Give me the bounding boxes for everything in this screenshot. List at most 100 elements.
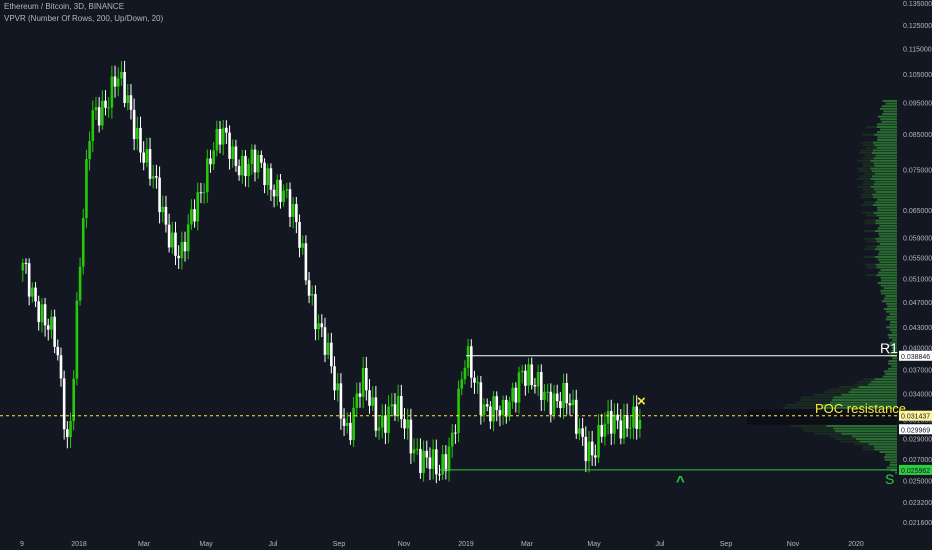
volume-profile-bar	[885, 310, 897, 313]
volume-profile-bar	[876, 245, 897, 248]
candle-body	[333, 366, 336, 391]
candle-body	[571, 399, 575, 406]
time-tick-label: 2020	[848, 541, 864, 548]
volume-profile-bar	[801, 396, 834, 399]
volume-profile-bar	[877, 209, 897, 212]
candle-body	[205, 158, 209, 193]
volume-profile-bar	[880, 289, 897, 292]
volume-profile-bar	[850, 388, 897, 391]
volume-profile-bar	[874, 230, 897, 232]
volume-profile-bar	[885, 453, 897, 456]
candle-body	[495, 396, 499, 411]
candle-body	[237, 165, 241, 176]
price-tick-label: 0.043000	[903, 325, 932, 332]
candle-body	[457, 388, 460, 433]
volume-profile-bar	[884, 297, 897, 300]
candle-body	[361, 368, 365, 397]
volume-profile-bar	[826, 425, 897, 427]
candle-body	[247, 163, 250, 177]
candle-body	[295, 204, 298, 223]
candle-body	[600, 424, 604, 437]
candle-body	[250, 149, 254, 164]
candle-body	[380, 415, 384, 428]
candle-body	[193, 209, 196, 222]
candle-body	[66, 429, 69, 438]
volume-profile-bar	[872, 141, 897, 144]
candle-body	[400, 395, 403, 420]
volume-profile-bar	[866, 126, 877, 128]
candle-body	[517, 372, 521, 403]
time-scale[interactable]: 9 2018 Mar May Jul Sep Nov 2019 Mar May Jul Sep Nov 2…	[20, 541, 864, 548]
candle-body	[161, 206, 165, 213]
volume-profile-bar	[875, 219, 897, 222]
candle-body	[196, 192, 200, 222]
volume-profile-bar	[822, 404, 897, 407]
volume-profile-bar	[879, 250, 897, 253]
volume-profile-bar	[860, 141, 873, 144]
volume-profile-bar	[871, 152, 897, 154]
volume-profile-bar	[879, 107, 897, 110]
volume-profile-bar	[878, 232, 897, 235]
candle-body	[101, 100, 104, 126]
volume-profile-bar	[801, 427, 834, 430]
candle-body	[603, 423, 607, 437]
volume-profile	[747, 100, 897, 474]
volume-profile-bar	[891, 331, 897, 334]
candle-body	[609, 411, 613, 434]
candle-body	[390, 404, 394, 407]
volume-profile-bar	[863, 165, 875, 167]
volume-profile-bar	[874, 378, 897, 381]
candle-body	[34, 287, 37, 302]
volume-profile-bar	[882, 105, 897, 108]
candle-body	[594, 455, 597, 458]
candle-body	[85, 159, 88, 219]
candle-body	[301, 243, 305, 248]
volume-profile-bar	[887, 305, 897, 308]
volume-profile-bar	[875, 263, 897, 266]
candle-body	[441, 454, 444, 475]
volume-profile-bar	[889, 464, 897, 466]
candle-body	[371, 397, 374, 406]
level-lines	[0, 355, 897, 471]
candle-body	[88, 141, 91, 160]
candle-body	[530, 364, 534, 386]
candle-body	[263, 162, 266, 186]
candle-body	[107, 107, 110, 109]
volume-profile-bar	[873, 445, 897, 448]
candle-body	[202, 192, 206, 194]
volume-profile-bar	[872, 149, 897, 152]
candle-body	[533, 385, 537, 387]
candle-body	[355, 393, 359, 408]
volume-profile-bar	[872, 204, 897, 206]
volume-profile-bar	[790, 425, 827, 427]
time-tick-label: Sep	[720, 541, 733, 548]
volume-profile-bar	[870, 178, 897, 180]
volume-profile-bar	[889, 341, 897, 344]
volume-profile-bar	[883, 287, 897, 290]
volume-profile-bar	[883, 370, 897, 373]
volume-profile-bar	[862, 183, 874, 186]
candle-body	[349, 422, 352, 441]
price-scale[interactable]: 0.135000 0.125000 0.115000 0.105000 0.095000…	[903, 1, 932, 527]
volume-profile-bar	[887, 344, 897, 347]
candle-body	[520, 370, 524, 373]
volume-profile-bar	[785, 404, 823, 407]
volume-profile-bar	[851, 435, 897, 438]
candle-body	[31, 287, 34, 297]
candle-body	[244, 155, 247, 177]
last-price-tag-text: 0.029969	[901, 427, 930, 434]
candle-body	[365, 368, 368, 391]
candle-body	[260, 155, 263, 163]
time-tick-label: Jul	[269, 541, 278, 548]
price-tick-label: 0.034000	[903, 392, 932, 399]
candle-body	[489, 406, 492, 422]
volume-profile-bar	[885, 295, 897, 297]
poc-price-tag	[899, 410, 932, 421]
support-price-tag	[899, 464, 932, 475]
volume-profile-bar	[880, 276, 897, 279]
volume-profile-bar	[862, 188, 874, 191]
volume-profile-bar	[875, 248, 897, 251]
candle-body	[425, 450, 429, 458]
candle-body	[527, 364, 530, 386]
